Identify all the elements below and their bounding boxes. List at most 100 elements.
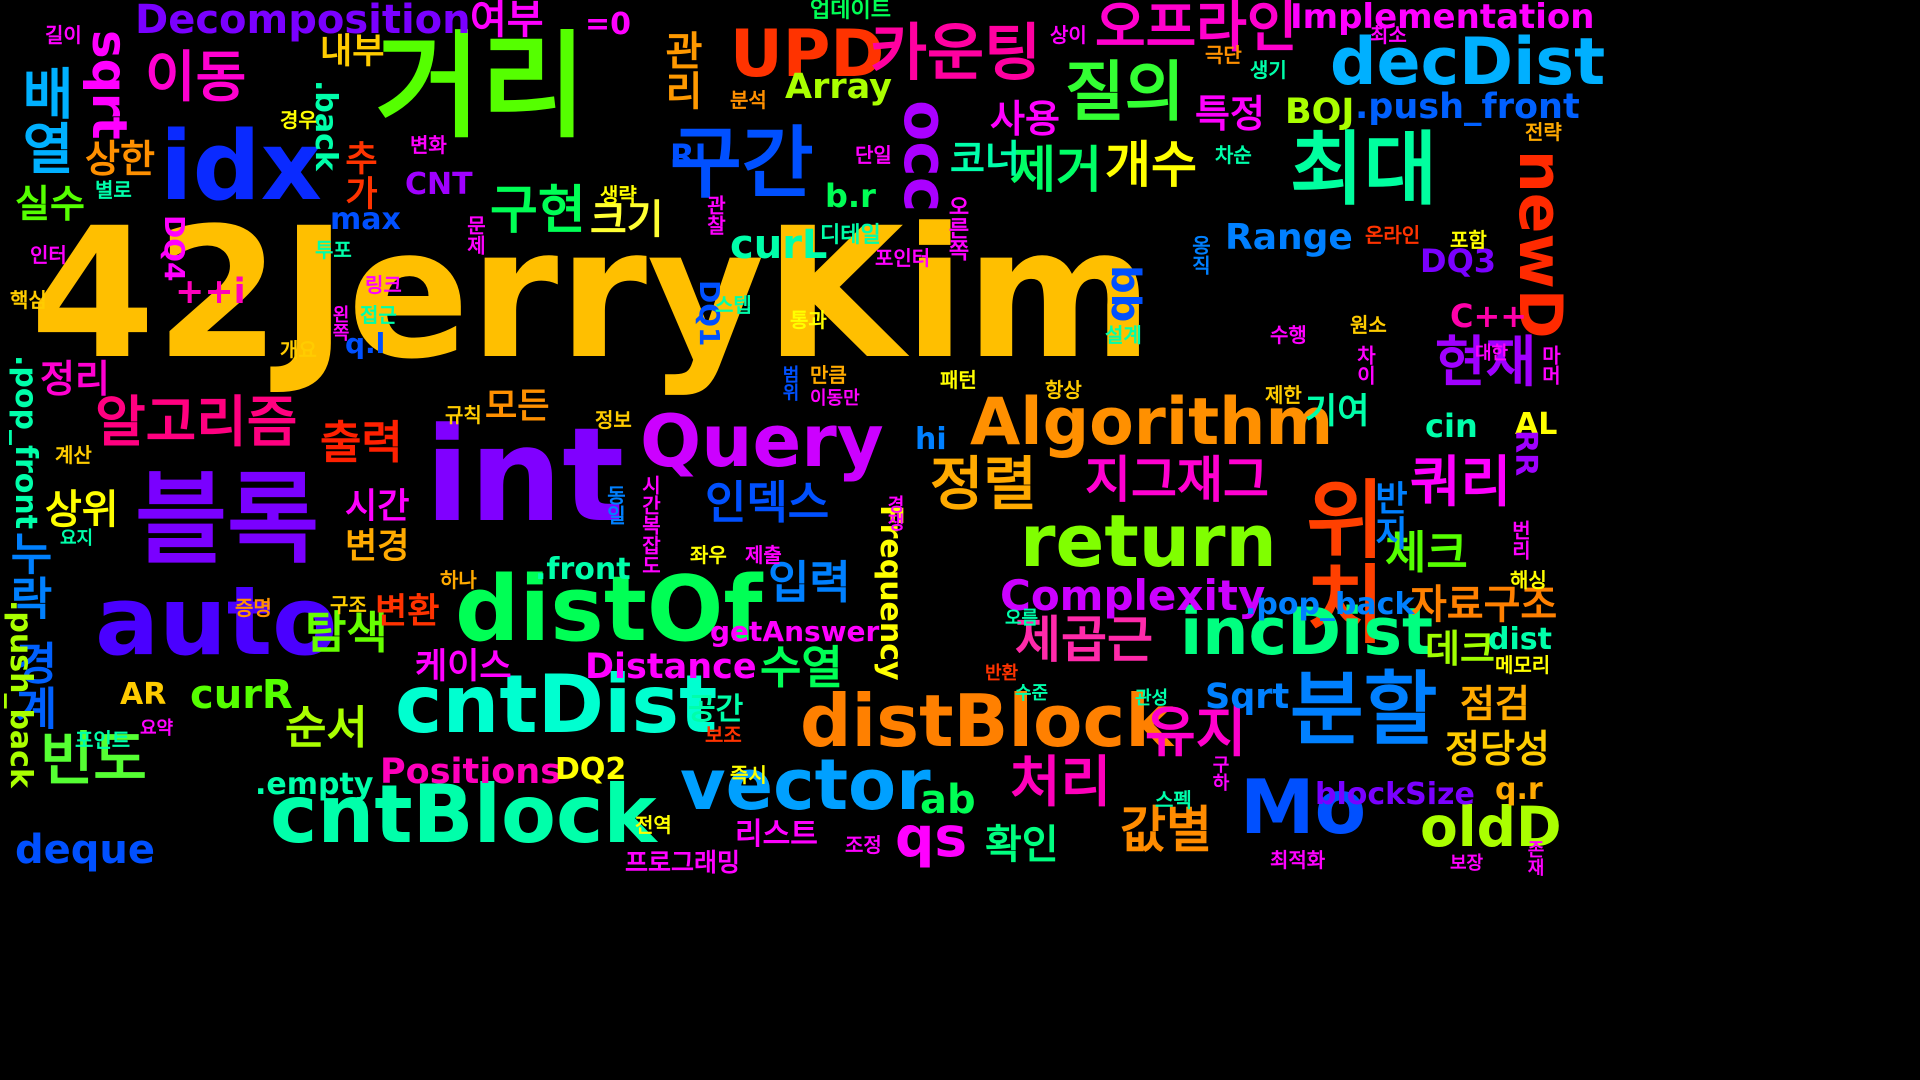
word-128: 극단: [1205, 43, 1242, 67]
word-9: 분할: [1290, 663, 1438, 756]
word-52: 자료구조: [1410, 582, 1558, 628]
word-140: 인터: [30, 243, 67, 267]
word-12: cntBlock: [270, 768, 657, 861]
word-63: 상위: [45, 487, 119, 533]
word-179: 구조: [330, 593, 367, 617]
word-36: 쿼리: [1410, 450, 1512, 514]
word-138: 관찰: [703, 195, 727, 235]
word-147: 옹직: [1188, 235, 1212, 275]
word-104: Distance: [585, 647, 757, 687]
word-23: 카운팅: [870, 16, 1042, 89]
word-115: curR: [190, 672, 293, 718]
word-80: bb: [1102, 265, 1148, 323]
word-31: 정렬: [930, 450, 1037, 518]
word-76: RL: [670, 137, 716, 175]
word-111: blockSize: [1315, 777, 1475, 812]
word-165: 규칙: [445, 403, 482, 427]
word-176: 제출: [745, 543, 782, 567]
word-95: ++i: [175, 272, 246, 312]
word-196: 존재: [1524, 840, 1545, 876]
word-108: Frequency: [873, 505, 908, 681]
word-161: 패턴: [940, 368, 977, 392]
word-78: Range: [1225, 217, 1353, 258]
word-171: 동일: [603, 485, 627, 525]
word-50: 제곱근: [1015, 611, 1153, 669]
word-97: .pop_front: [8, 355, 43, 530]
word-119: .push_back: [3, 600, 38, 788]
word-96: q.l: [345, 327, 386, 360]
word-48: 확인: [985, 822, 1059, 868]
word-191: 스펙: [1155, 788, 1192, 812]
word-72: BOJ: [1285, 92, 1355, 132]
word-91: CNT: [405, 167, 473, 202]
word-124: 업데이트: [810, 0, 891, 23]
word-102: 변환: [375, 592, 440, 632]
word-68: =0: [585, 7, 632, 42]
word-33: 제거: [1010, 141, 1102, 199]
word-172: 시간복잡도: [638, 475, 662, 575]
word-143: 디테일: [820, 223, 881, 248]
word-66: Decomposition: [135, 0, 471, 43]
word-127: 최소: [1370, 23, 1407, 47]
word-142: 문제: [463, 215, 487, 255]
word-45: oldD: [1420, 795, 1562, 859]
word-26: newD: [1505, 150, 1575, 339]
word-126: 상이: [1050, 23, 1087, 47]
word-133: 단일: [855, 143, 892, 167]
word-8: 최대: [1290, 123, 1438, 216]
word-107: getAnswer: [710, 615, 880, 648]
word-154: 원소: [1350, 313, 1387, 337]
word-37: 현재: [1435, 330, 1537, 394]
word-190: 즉시: [730, 763, 767, 787]
word-157: 설계: [1105, 323, 1142, 347]
word-67: 여부: [470, 0, 544, 43]
word-88: Array: [785, 67, 892, 107]
word-71: 특정: [1195, 92, 1265, 136]
word-1: int: [425, 399, 625, 551]
word-177: 하나: [440, 568, 477, 592]
word-90: max: [330, 202, 401, 237]
word-43: 유지: [1145, 700, 1247, 764]
word-146: 포함: [1450, 228, 1487, 252]
word-81: C++: [1450, 297, 1528, 335]
word-112: q.r: [1495, 772, 1543, 807]
word-109: Sqrt: [1205, 677, 1290, 717]
word-137: 생략: [600, 183, 637, 207]
word-187: 요약: [140, 718, 174, 739]
word-55: 정당성: [1445, 727, 1550, 771]
word-34: 구현: [490, 181, 586, 241]
word-56: 수열: [760, 641, 843, 694]
word-4: 위치: [1288, 475, 1387, 645]
word-18: incDist: [1180, 595, 1434, 670]
word-173: 번리: [1508, 520, 1532, 560]
word-85: 기여: [1305, 392, 1370, 432]
word-5: idx: [160, 112, 322, 222]
word-44: 값별: [1120, 801, 1212, 859]
word-11: cntDist: [395, 658, 718, 751]
word-73: .push_front: [1355, 87, 1580, 127]
word-3: 블록: [135, 461, 319, 578]
word-194: 최적화: [1270, 848, 1326, 872]
word-155: 개요: [280, 338, 317, 362]
word-62: 정리: [40, 357, 110, 401]
word-192: 전역: [635, 813, 672, 837]
word-175: 좌우: [690, 543, 727, 567]
word-186: 포인트: [75, 728, 131, 752]
word-123: 프로그래밍: [625, 848, 741, 877]
word-141: 투포: [315, 238, 352, 262]
word-181: 오름: [1005, 608, 1039, 629]
word-162: 차이: [1353, 345, 1377, 385]
word-65: 상한: [85, 137, 155, 181]
word-160: 만큼: [810, 363, 847, 387]
word-53: 데크: [1425, 627, 1495, 671]
word-38: 지그재그: [1085, 451, 1269, 509]
word-169: 계산: [55, 443, 92, 467]
word-152: 접근: [360, 303, 397, 327]
word-114: AR: [120, 677, 167, 712]
word-75: 코너: [950, 137, 1020, 181]
word-168: 정보: [595, 408, 632, 432]
word-105: Positions: [380, 752, 562, 792]
word-69: Implementation: [1290, 0, 1595, 37]
word-22: 질의: [1065, 55, 1185, 130]
